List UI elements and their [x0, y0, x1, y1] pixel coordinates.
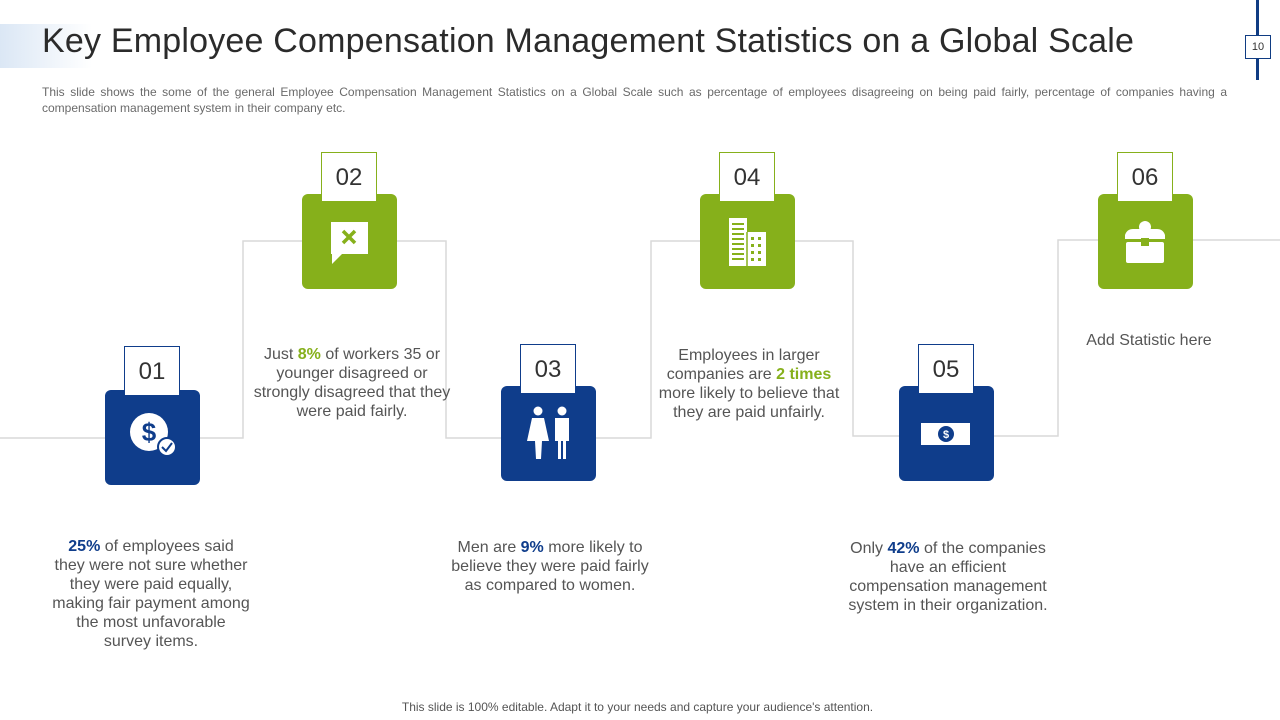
footer-note: This slide is 100% editable. Adapt it to…: [401, 700, 874, 714]
page-number: 10: [1245, 35, 1271, 59]
man-woman-icon: [527, 406, 569, 459]
step-04-icon-box: [700, 194, 795, 289]
step-06-description: Add Statistic here: [1086, 332, 1212, 349]
step-05-number: 05: [918, 344, 974, 394]
step-02-highlight: 8%: [297, 346, 321, 363]
slide-title: Key Employee Compensation Management Sta…: [42, 22, 1135, 60]
step-02-description: Just 8% of workers 35 or younger disagre…: [253, 346, 451, 420]
step-03-icon-box: [501, 386, 596, 481]
step-01-description: 25% of employees said they were not sure…: [52, 538, 250, 650]
step-06-number: 06: [1117, 152, 1173, 202]
svg-text:$: $: [142, 417, 157, 447]
slide-description: This slide shows the some of the general…: [42, 85, 1227, 115]
step-01-highlight: 25%: [68, 538, 101, 555]
step-02-icon-box: [302, 194, 397, 289]
title-accent-bar: [0, 24, 92, 68]
banknote-icon: $: [921, 423, 970, 445]
step-05-icon-box: $: [899, 386, 994, 481]
step-03-description: Men are 9% more likely to believe they w…: [451, 539, 649, 594]
svg-text:$: $: [943, 429, 949, 441]
step-06-icon-box: [1098, 194, 1193, 289]
step-04-highlight: 2 times: [776, 366, 832, 383]
step-01-number: 01: [124, 346, 180, 396]
chat-x-icon: [331, 222, 368, 264]
step-04-number: 04: [719, 152, 775, 202]
dollar-check-icon: $: [130, 413, 177, 457]
step-03-highlight: 9%: [520, 539, 544, 556]
buildings-icon: [729, 218, 766, 266]
step-05-description: Only 42% of the companies have an effici…: [848, 540, 1048, 614]
step-02-number: 02: [321, 152, 377, 202]
step-01-icon-box: $: [105, 390, 200, 485]
treasure-box-icon: [1125, 221, 1165, 263]
step-04-description: Employees in larger companies are 2 time…: [658, 347, 840, 421]
step-05-highlight: 42%: [887, 540, 920, 557]
step-03-number: 03: [520, 344, 576, 394]
